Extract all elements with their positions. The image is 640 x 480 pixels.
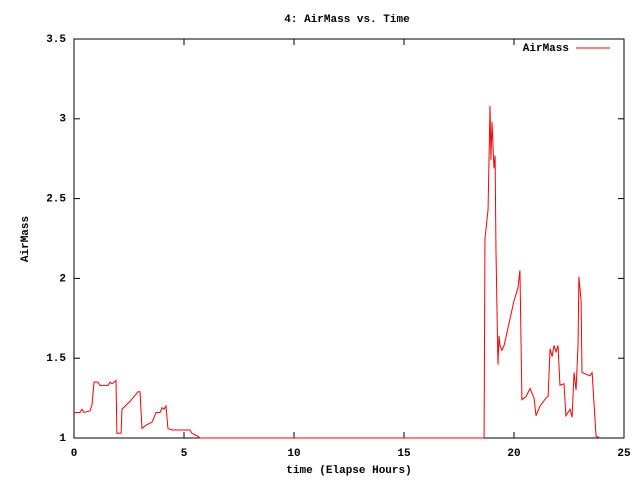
data-line — [74, 106, 601, 439]
x-axis-label: time (Elapse Hours) — [286, 465, 411, 477]
x-tick-label: 20 — [507, 448, 520, 460]
x-tick-label: 15 — [397, 448, 411, 460]
y-axis-label: AirMass — [20, 216, 32, 262]
y-tick-label: 3 — [59, 114, 66, 126]
y-tick-label: 3.5 — [46, 34, 66, 46]
legend-label: AirMass — [523, 43, 569, 55]
y-tick-label: 1 — [59, 433, 66, 445]
x-tick-label: 25 — [617, 448, 631, 460]
chart-title: 4: AirMass vs. Time — [284, 14, 410, 26]
x-tick-label: 0 — [71, 448, 78, 460]
x-tick-label: 10 — [287, 448, 300, 460]
y-tick-label: 1.5 — [46, 353, 66, 365]
x-tick-label: 5 — [181, 448, 188, 460]
y-tick-label: 2.5 — [46, 194, 66, 206]
y-tick-label: 2 — [59, 273, 66, 285]
